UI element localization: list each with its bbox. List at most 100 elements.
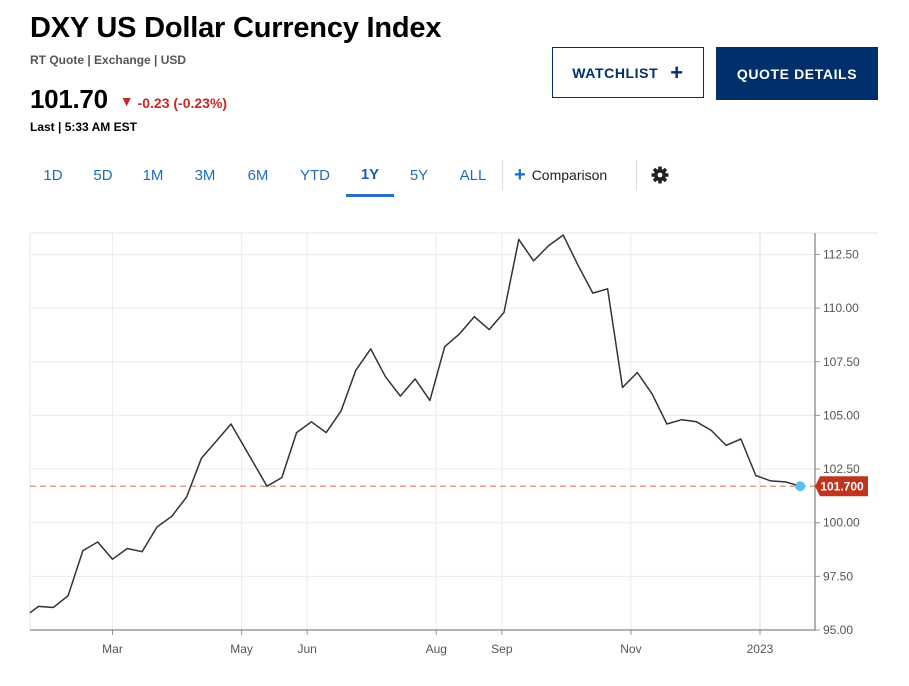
y-tick-label: 105.00 [823,408,860,422]
data-point [473,316,475,318]
data-point [325,431,327,433]
last-price: 101.70 [30,84,108,114]
y-tick-label: 97.50 [823,569,853,583]
comparison-label: Comparison [531,167,608,183]
last-updated: Last | 5:33 AM EST [30,120,137,134]
data-point [621,386,623,388]
x-tick-label: Sep [491,642,513,656]
data-point [37,605,39,607]
data-point [681,419,683,421]
tab-1y[interactable]: 1Y [346,154,394,197]
data-point [651,393,653,395]
data-point [695,421,697,423]
data-point [562,234,564,236]
x-tick-label: May [230,642,253,656]
quote-details-label: QUOTE DETAILS [736,65,858,82]
x-tick-label: Nov [620,642,641,656]
price-line [29,234,801,614]
data-point [29,612,31,614]
last-price-tag-label: 101.700 [820,480,864,494]
x-tick-label: Mar [102,642,123,656]
data-point [52,606,54,608]
gear-icon[interactable] [650,165,670,185]
data-point [230,423,232,425]
tab-label: 5D [93,166,113,184]
data-point [458,333,460,335]
data-point [592,292,594,294]
data-point [370,348,372,350]
quote-subtitle: RT Quote | Exchange | USD [30,53,187,67]
quote-details-button[interactable]: QUOTE DETAILS [716,47,878,100]
data-point [488,328,490,330]
data-point [200,457,202,459]
data-point [185,496,187,498]
data-point [141,551,143,553]
tab-6m[interactable]: 6M [235,154,281,196]
tab-divider [502,160,503,190]
y-tick-label: 100.00 [823,516,860,530]
data-point [710,429,712,431]
data-point [740,438,742,440]
data-point [295,431,297,433]
data-point [111,558,113,560]
data-point [67,595,69,597]
price-row: 101.70 ▼ -0.23 (-0.23%) [30,84,227,115]
data-point [606,288,608,290]
data-point [503,311,505,313]
last-price-tag [815,476,868,497]
tab-1d[interactable]: 1D [30,154,76,196]
tab-1m[interactable]: 1M [130,154,176,196]
watchlist-label: WATCHLIST [572,64,659,81]
data-point [547,245,549,247]
current-value-marker [795,481,806,492]
data-point [82,549,84,551]
data-point [171,515,173,517]
data-point [215,440,217,442]
tab-all[interactable]: ALL [450,154,496,196]
tab-divider [636,160,637,190]
tab-label: ALL [459,166,487,184]
data-point [725,444,727,446]
page-title: DXY US Dollar Currency Index [30,12,442,44]
tab-label: 1M [142,166,164,184]
tab-label: 5Y [409,166,429,184]
data-point [666,423,668,425]
data-point [636,371,638,373]
data-point [384,376,386,378]
data-point [429,399,431,401]
watchlist-button[interactable]: WATCHLIST + [552,47,704,98]
plus-icon: + [514,164,526,186]
data-point [399,395,401,397]
tab-ytd[interactable]: YTD [290,154,340,196]
x-tick-label: 2023 [747,642,774,656]
data-point [126,547,128,549]
data-point [355,369,357,371]
data-point [156,526,158,528]
plus-icon: + [670,59,684,85]
data-point [444,346,446,348]
data-point [784,481,786,483]
y-tick-label: 95.00 [823,623,853,637]
tab-label: 1Y [360,165,380,183]
x-tick-label: Jun [298,642,317,656]
y-tick-label: 102.50 [823,462,860,476]
data-point [266,485,268,487]
data-point [577,264,579,266]
data-point [755,474,757,476]
comparison-button[interactable]: + Comparison [514,162,607,188]
data-point [340,410,342,412]
tab-label: 6M [247,166,269,184]
tab-label: 1D [43,166,63,184]
tab-label: YTD [300,166,330,184]
data-point [414,378,416,380]
y-tick-label: 112.50 [823,247,859,261]
price-chart: 95.00 97.50 100.00 102.50 105.00 107.50 110.00… [29,232,878,656]
tab-5d[interactable]: 5D [80,154,126,196]
down-arrow-icon: ▼ [119,93,134,109]
tab-5y[interactable]: 5Y [396,154,442,196]
data-point [769,480,771,482]
tab-3m[interactable]: 3M [182,154,228,196]
data-point [281,476,283,478]
data-point [310,421,312,423]
x-tick-label: Aug [426,642,447,656]
